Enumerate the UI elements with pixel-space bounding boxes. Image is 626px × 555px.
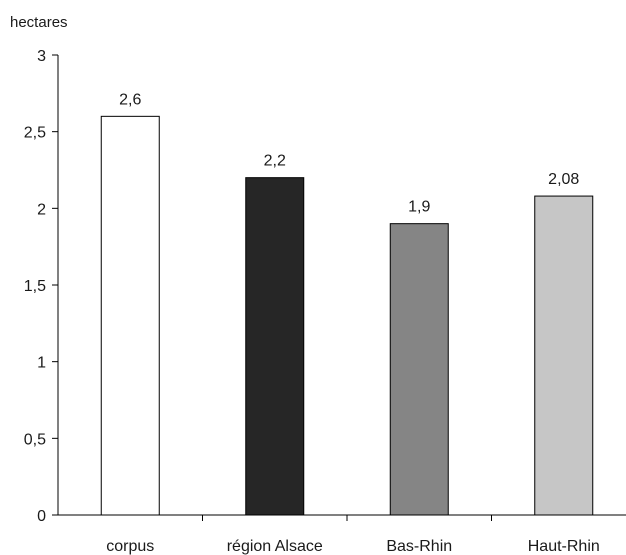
y-tick-label: 3: [37, 48, 46, 65]
data-label: 2,2: [264, 153, 286, 170]
bar-1: [245, 177, 305, 516]
x-category-label: région Alsace: [227, 538, 323, 555]
data-labels: 2,6 2,2 1,9 2,08: [119, 91, 579, 215]
y-tick-label: 0: [37, 508, 46, 525]
data-label: 2,08: [548, 171, 579, 188]
bar-0: [100, 115, 160, 516]
x-category-label: corpus: [106, 538, 154, 555]
bar-2: [389, 223, 449, 516]
y-tick-label: 0,5: [24, 431, 46, 448]
bar-3: [534, 195, 594, 516]
x-category-label: Haut-Rhin: [528, 538, 600, 555]
data-label: 1,9: [408, 199, 430, 216]
data-label: 2,6: [119, 91, 141, 108]
x-axis-ticks: corpus région Alsace Bas-Rhin Haut-Rhin: [106, 515, 600, 555]
y-tick-label: 1,5: [24, 278, 46, 295]
y-tick-label: 2: [37, 201, 46, 218]
y-axis-ticks: 0 0,5 1 1,5 2 2,5 3: [24, 48, 58, 525]
y-tick-label: 2,5: [24, 125, 46, 142]
y-tick-label: 1: [37, 355, 46, 372]
x-category-label: Bas-Rhin: [386, 538, 452, 555]
bars: [100, 115, 594, 516]
y-axis-unit-label: hectares: [10, 14, 68, 31]
